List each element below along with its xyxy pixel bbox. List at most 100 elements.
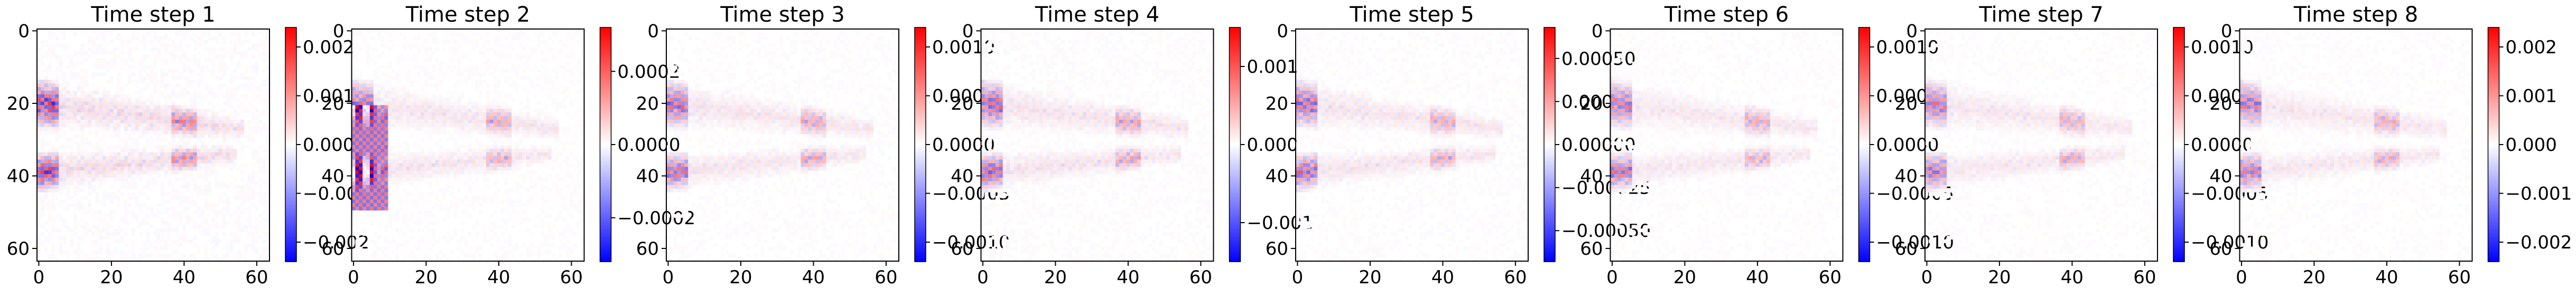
- heatmap-cell: [450, 134, 454, 138]
- heatmap-cell: [233, 159, 237, 164]
- heatmap-cell: [728, 29, 732, 33]
- heatmap-cell: [427, 192, 432, 196]
- heatmap-cell: [547, 36, 552, 40]
- heatmap-cell: [779, 54, 783, 59]
- heatmap-cell: [127, 196, 132, 200]
- heatmap-cell: [406, 54, 410, 59]
- heatmap-cell: [380, 40, 385, 44]
- heatmap-cell: [512, 127, 516, 131]
- heatmap-cell: [69, 105, 74, 109]
- heatmap-cell: [179, 148, 183, 153]
- heatmap-cell: [859, 65, 863, 69]
- heatmap-cell: [197, 58, 201, 62]
- heatmap-cell: [555, 119, 559, 124]
- heatmap-cell: [80, 235, 85, 240]
- heatmap-cell: [392, 98, 396, 102]
- heatmap-cell: [182, 206, 187, 211]
- heatmap-cell: [504, 101, 508, 106]
- heatmap-cell: [226, 130, 230, 135]
- heatmap-cell: [359, 177, 363, 182]
- heatmap-cell: [884, 58, 888, 62]
- heatmap-cell: [266, 156, 270, 160]
- heatmap-cell: [185, 196, 190, 200]
- heatmap-cell: [66, 156, 70, 160]
- heatmap-cell: [59, 83, 63, 88]
- heatmap-cell: [566, 61, 570, 66]
- heatmap-cell: [435, 87, 439, 91]
- heatmap-cell: [504, 167, 508, 171]
- heatmap-cell: [486, 152, 490, 156]
- heatmap-cell: [80, 61, 85, 66]
- heatmap-cell: [127, 51, 132, 55]
- heatmap-cell: [179, 76, 183, 80]
- heatmap-cell: [677, 40, 681, 44]
- heatmap-cell: [51, 54, 55, 59]
- heatmap-cell: [48, 112, 52, 117]
- heatmap-cell: [222, 145, 226, 149]
- heatmap-cell: [215, 76, 219, 80]
- heatmap-cell: [160, 188, 164, 193]
- heatmap-cell: [215, 163, 219, 167]
- heatmap-cell: [251, 130, 255, 135]
- heatmap-cell: [533, 123, 537, 127]
- heatmap-cell: [431, 214, 435, 218]
- heatmap-cell: [59, 235, 63, 240]
- heatmap-cell: [84, 141, 88, 146]
- heatmap-cell: [229, 112, 234, 117]
- heatmap-cell: [73, 90, 77, 95]
- heatmap-cell: [486, 58, 490, 62]
- heatmap-cell: [482, 225, 487, 229]
- heatmap-cell: [710, 80, 714, 84]
- heatmap-cell: [226, 246, 230, 251]
- heatmap-cell: [247, 87, 252, 91]
- heatmap-cell: [388, 217, 392, 222]
- heatmap-cell: [771, 43, 776, 47]
- heatmap-cell: [77, 167, 81, 171]
- heatmap-cell: [40, 119, 45, 124]
- heatmap-cell: [551, 69, 555, 73]
- heatmap-cell: [197, 101, 201, 106]
- heatmap-cell: [66, 196, 70, 200]
- heatmap-cell: [218, 225, 222, 229]
- heatmap-cell: [189, 138, 193, 142]
- heatmap-cell: [62, 221, 67, 225]
- heatmap-cell: [120, 217, 125, 222]
- heatmap-cell: [373, 94, 377, 98]
- heatmap-cell: [742, 32, 747, 37]
- heatmap-cell: [80, 87, 85, 91]
- heatmap-cell: [244, 83, 248, 88]
- heatmap-cell: [168, 83, 172, 88]
- heatmap-cell: [888, 76, 892, 80]
- heatmap-cell: [146, 138, 150, 142]
- heatmap-cell: [168, 29, 172, 33]
- heatmap-cell: [146, 196, 150, 200]
- heatmap-cell: [366, 130, 370, 135]
- heatmap-cell: [515, 83, 519, 88]
- heatmap-cell: [515, 54, 519, 59]
- heatmap-cell: [362, 83, 367, 88]
- heatmap-cell: [369, 116, 374, 120]
- heatmap-cell: [153, 47, 157, 51]
- heatmap-cell: [793, 43, 797, 47]
- heatmap-cell: [526, 250, 530, 254]
- heatmap-cell: [156, 105, 161, 109]
- heatmap-cell: [566, 94, 570, 98]
- heatmap-cell: [699, 58, 703, 62]
- heatmap-cell: [529, 185, 534, 189]
- heatmap-cell: [446, 98, 450, 102]
- heatmap-cell: [844, 36, 849, 40]
- heatmap-cell: [500, 112, 505, 117]
- heatmap-cell: [544, 105, 548, 109]
- heatmap-cell: [486, 61, 490, 66]
- heatmap-cell: [562, 98, 566, 102]
- heatmap-cell: [673, 65, 677, 69]
- heatmap-cell: [359, 148, 363, 153]
- heatmap-cell: [66, 181, 70, 185]
- heatmap-cell: [44, 40, 48, 44]
- heatmap-cell: [215, 127, 219, 131]
- heatmap-cell: [171, 250, 175, 254]
- heatmap-cell: [44, 235, 48, 240]
- heatmap-cell: [562, 203, 566, 207]
- heatmap-cell: [388, 225, 392, 229]
- heatmap-cell: [427, 119, 432, 124]
